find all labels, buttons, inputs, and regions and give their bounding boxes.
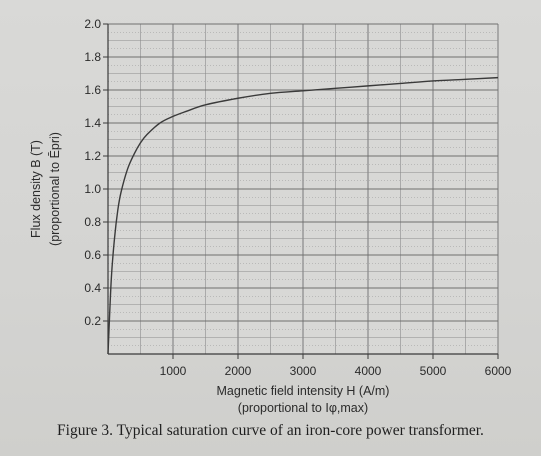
x-tick-label: 4000 <box>355 364 382 378</box>
figure-caption: Figure 3. Typical saturation curve of an… <box>57 422 484 439</box>
y-tick-label: 1.6 <box>84 83 101 97</box>
x-tick-label: 2000 <box>225 364 252 378</box>
y-tick-label: 2.0 <box>84 17 101 31</box>
y-tick-label: 1.8 <box>84 50 101 64</box>
grid <box>107 23 499 355</box>
x-axis-sublabel: (proportional to Iφ,max) <box>238 401 368 415</box>
y-tick-label: 0.2 <box>84 314 101 328</box>
saturation-curve <box>107 76 499 355</box>
y-tick-label: 0.6 <box>84 248 101 262</box>
x-tick-labels: 1000 2000 3000 4000 5000 6000 <box>160 364 512 378</box>
y-tick-labels: 0.2 0.4 0.6 0.8 1.0 1.2 1.4 1.6 1.8 2.0 <box>84 17 101 328</box>
x-tick-label: 1000 <box>160 364 187 378</box>
x-axis-label: Magnetic field intensity H (A/m) <box>217 384 390 398</box>
y-axis-sublabel: (proportional to Ēpri) <box>48 132 62 246</box>
y-tick-label: 1.4 <box>84 116 101 130</box>
x-tick-label: 3000 <box>290 364 317 378</box>
y-tick-label: 0.8 <box>84 215 101 229</box>
y-tick-label: 1.0 <box>84 182 101 196</box>
x-tick-label: 5000 <box>420 364 447 378</box>
x-tick-label: 6000 <box>485 364 512 378</box>
y-tick-label: 0.4 <box>84 281 101 295</box>
y-tick-label: 1.2 <box>84 149 101 163</box>
axes <box>103 23 499 359</box>
y-axis-label: Flux density B (T) <box>29 140 43 238</box>
